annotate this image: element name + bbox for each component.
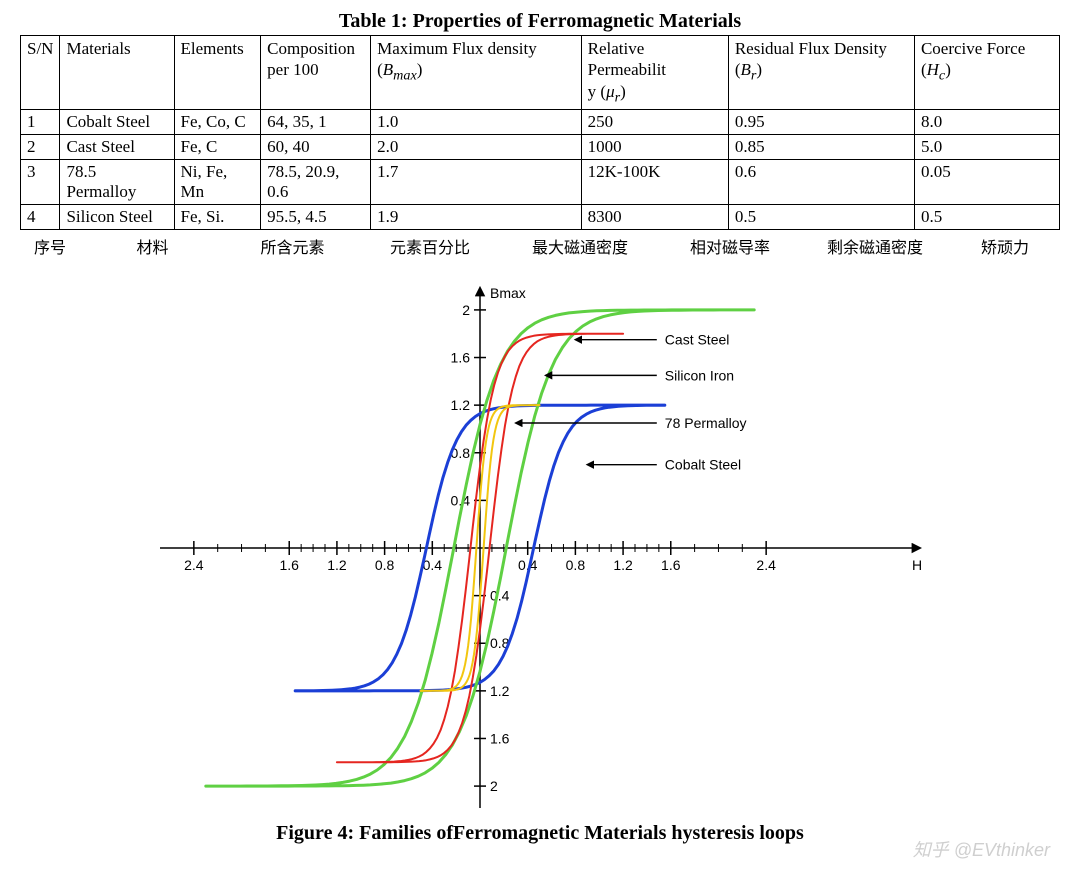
table-cell: 0.05 [914, 159, 1059, 204]
col-mur-label: Relative Permeability (μr) [588, 39, 666, 101]
column-label-zh: 相对磁导率 [660, 234, 800, 258]
svg-text:0.4: 0.4 [490, 587, 510, 603]
table-cell: 78.5, 20.9, 0.6 [261, 159, 371, 204]
col-bmax-label: Maximum Flux density (Bmax) [377, 39, 537, 79]
svg-text:1.2: 1.2 [490, 682, 510, 698]
col-materials: Materials [60, 36, 174, 110]
col-sn-label: S/N [27, 39, 53, 58]
table-cell: 60, 40 [261, 134, 371, 159]
col-composition: Compositionper 100 [261, 36, 371, 110]
table-cell: 0.95 [728, 109, 914, 134]
column-labels-chinese: 序号材料所含元素元素百分比最大磁通密度相对磁导率剩余磁通密度矫顽力 [20, 234, 1060, 258]
table-cell: 3 [21, 159, 60, 204]
svg-text:1.6: 1.6 [279, 557, 299, 573]
column-label-zh: 元素百分比 [360, 234, 500, 258]
table-cell: 64, 35, 1 [261, 109, 371, 134]
svg-text:1.6: 1.6 [451, 349, 471, 365]
table-cell: 0.5 [914, 204, 1059, 229]
svg-text:1.2: 1.2 [451, 397, 471, 413]
column-label-zh: 序号 [20, 234, 80, 258]
table-cell: 2.0 [371, 134, 582, 159]
table-cell: 2 [21, 134, 60, 159]
svg-text:H: H [912, 557, 922, 573]
table-cell: 12K-100K [581, 159, 728, 204]
column-label-zh: 剩余磁通密度 [800, 234, 950, 258]
svg-text:0.4: 0.4 [451, 492, 471, 508]
table-header-row: S/N Materials Elements Compositionper 10… [21, 36, 1060, 110]
table-cell: 0.6 [728, 159, 914, 204]
svg-text:0.8: 0.8 [566, 557, 586, 573]
svg-text:0.8: 0.8 [375, 557, 395, 573]
svg-text:2.4: 2.4 [184, 557, 204, 573]
svg-text:2: 2 [462, 301, 470, 317]
table-cell: Fe, Si. [174, 204, 261, 229]
figure-caption: Figure 4: Families ofFerromagnetic Mater… [20, 822, 1060, 845]
hysteresis-chart: HBmax0.40.81.21.62.40.40.81.21.62.40.40.… [150, 278, 930, 818]
col-mur: Relative Permeability (μr) [581, 36, 728, 110]
table-row: 4Silicon SteelFe, Si.95.5, 4.51.983000.5… [21, 204, 1060, 229]
column-label-zh: 所含元素 [225, 234, 360, 258]
materials-table: S/N Materials Elements Compositionper 10… [20, 35, 1060, 230]
table-cell: 1.0 [371, 109, 582, 134]
table-cell: 1000 [581, 134, 728, 159]
svg-text:1.6: 1.6 [661, 557, 681, 573]
svg-text:1.2: 1.2 [327, 557, 347, 573]
col-hc: Coercive Force (Hc) [914, 36, 1059, 110]
table-cell: 0.5 [728, 204, 914, 229]
table-cell: Silicon Steel [60, 204, 174, 229]
watermark: 知乎 @EVthinker [913, 836, 1050, 862]
col-materials-label: Materials [66, 39, 130, 58]
svg-text:2: 2 [490, 778, 498, 794]
column-label-zh: 最大磁通密度 [500, 234, 660, 258]
col-br-label: Residual Flux Density (Br) [735, 39, 887, 79]
col-br: Residual Flux Density (Br) [728, 36, 914, 110]
table-cell: 1.7 [371, 159, 582, 204]
col-composition-label: Compositionper 100 [267, 39, 355, 79]
table-cell: Cast Steel [60, 134, 174, 159]
col-bmax: Maximum Flux density (Bmax) [371, 36, 582, 110]
callout-label: Cast Steel [665, 331, 730, 347]
table-cell: 250 [581, 109, 728, 134]
table-title: Table 1: Properties of Ferromagnetic Mat… [20, 10, 1060, 33]
col-elements-label: Elements [181, 39, 244, 58]
table-cell: 1 [21, 109, 60, 134]
svg-text:1.2: 1.2 [613, 557, 633, 573]
table-cell: Fe, C [174, 134, 261, 159]
callout-label: 78 Permalloy [665, 415, 747, 431]
table-cell: 1.9 [371, 204, 582, 229]
col-elements: Elements [174, 36, 261, 110]
col-hc-label: Coercive Force (Hc) [921, 39, 1025, 79]
svg-text:2.4: 2.4 [756, 557, 776, 573]
table-cell: 4 [21, 204, 60, 229]
table-cell: 8.0 [914, 109, 1059, 134]
table-cell: 78.5 Permalloy [60, 159, 174, 204]
table-row: 1Cobalt SteelFe, Co, C64, 35, 11.02500.9… [21, 109, 1060, 134]
svg-text:1.6: 1.6 [490, 730, 510, 746]
table-cell: Fe, Co, C [174, 109, 261, 134]
col-sn: S/N [21, 36, 60, 110]
table-cell: 8300 [581, 204, 728, 229]
svg-text:0.4: 0.4 [423, 557, 443, 573]
callout-label: Cobalt Steel [665, 456, 741, 472]
table-cell: Ni, Fe, Mn [174, 159, 261, 204]
table-cell: 5.0 [914, 134, 1059, 159]
svg-text:Bmax: Bmax [490, 285, 526, 301]
table-row: 2Cast SteelFe, C60, 402.010000.855.0 [21, 134, 1060, 159]
column-label-zh: 矫顽力 [950, 234, 1060, 258]
table-cell: 95.5, 4.5 [261, 204, 371, 229]
column-label-zh: 材料 [80, 234, 225, 258]
table-cell: 0.85 [728, 134, 914, 159]
table-cell: Cobalt Steel [60, 109, 174, 134]
table-row: 378.5 PermalloyNi, Fe, Mn78.5, 20.9, 0.6… [21, 159, 1060, 204]
callout-label: Silicon Iron [665, 367, 734, 383]
